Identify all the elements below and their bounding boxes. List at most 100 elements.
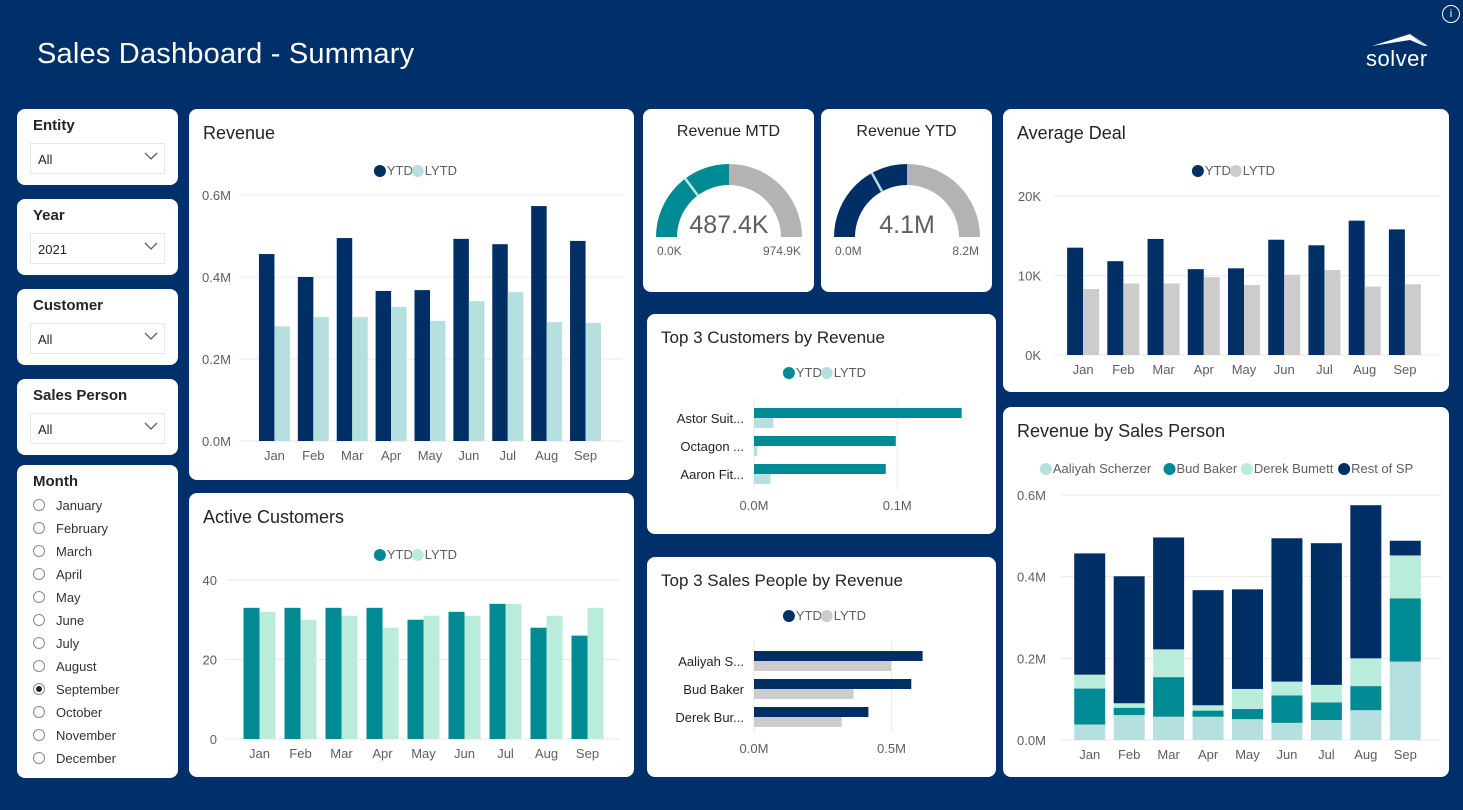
radio-icon[interactable] [33, 752, 45, 764]
x-tick-label: Jul [499, 448, 516, 463]
bar-aaliyah-scherzer [1074, 724, 1106, 740]
bar-rest-of-sp [1192, 590, 1224, 706]
month-option-december[interactable]: December [33, 748, 116, 768]
legend-marker-icon [373, 549, 386, 561]
x-tick-label: Jun [1274, 362, 1295, 377]
radio-icon[interactable] [33, 522, 45, 534]
bar-ytd [754, 436, 896, 446]
top-sales-people-title: Top 3 Sales People by Revenue [661, 571, 903, 590]
radio-icon[interactable] [33, 614, 45, 626]
legend-label: YTD [1205, 163, 1231, 178]
chevron-down-icon [144, 332, 158, 340]
bar-ytd [754, 679, 912, 689]
radio-icon[interactable] [33, 499, 45, 511]
category-label: Astor Suit... [677, 411, 744, 426]
top-customers-title: Top 3 Customers by Revenue [661, 328, 885, 347]
bar-bud-baker [1074, 688, 1106, 725]
gauge-value-arc [656, 164, 729, 237]
x-tick-label: Apr [381, 448, 402, 463]
category-label: Aaliyah S... [678, 654, 744, 669]
average-deal-chart: YTD LYTD 0K 10K 20K Jan Feb Mar Apr May Jun Jul Aug S… [1018, 163, 1441, 377]
chevron-down-icon [144, 422, 158, 430]
legend-marker-icon [782, 610, 795, 622]
logo-mountain-icon [1372, 34, 1428, 46]
customer-dropdown[interactable]: All [30, 323, 165, 354]
bar-rest-of-sp [1074, 553, 1106, 675]
month-option-may[interactable]: May [33, 587, 81, 607]
month-option-label: August [56, 658, 97, 674]
revenue-mtd-card: Revenue MTD 487.4K 0.0K 974.9K [643, 109, 814, 292]
bar-lytd [1203, 277, 1220, 355]
x-tick-label: Jun [458, 448, 479, 463]
customer-slicer-label: Customer [33, 297, 104, 314]
bar-aaliyah-scherzer [1350, 710, 1382, 740]
bar-lytd [352, 317, 368, 441]
radio-icon[interactable] [33, 660, 45, 672]
entity-dropdown[interactable]: All [30, 143, 165, 174]
bar-rest-of-sp [1113, 576, 1145, 704]
x-tick-label: May [1232, 362, 1257, 377]
month-option-september[interactable]: September [33, 679, 120, 699]
x-tick-label: Apr [1194, 362, 1215, 377]
month-option-july[interactable]: July [33, 633, 79, 653]
revenue-ytd-gauge: 4.1M 0.0M 8.2M [834, 164, 980, 258]
x-tick-label: Sep [576, 746, 599, 761]
year-dropdown[interactable]: 2021 [30, 233, 165, 264]
gauge-max-label: 974.9K [763, 244, 801, 258]
radio-icon[interactable] [33, 706, 45, 718]
month-option-january[interactable]: January [33, 495, 102, 515]
radio-icon[interactable] [33, 545, 45, 557]
month-option-march[interactable]: March [33, 541, 92, 561]
legend-marker-icon [820, 367, 833, 379]
gauge-remaining-arc [907, 164, 980, 237]
legend-label: LYTD [425, 163, 457, 178]
customer-dropdown-value: All [38, 332, 53, 347]
x-tick-label: Apr [1198, 747, 1219, 762]
revenue-mtd-gauge: 487.4K 0.0K 974.9K [656, 164, 802, 258]
info-icon[interactable]: i [1442, 5, 1460, 23]
radio-icon[interactable] [33, 568, 45, 580]
gauge-value-arc [834, 164, 907, 237]
radio-icon[interactable] [33, 637, 45, 649]
y-tick-label: 0K [1025, 348, 1041, 363]
month-option-november[interactable]: November [33, 725, 116, 745]
legend-label: Aaliyah Scherzer [1053, 461, 1152, 476]
legend-label: Rest of SP [1351, 461, 1413, 476]
bar-derek-bumett [1389, 555, 1421, 599]
y-tick-label: 0.2M [1017, 651, 1046, 666]
bar-bud-baker [1153, 677, 1185, 717]
month-option-april[interactable]: April [33, 564, 82, 584]
bar-aaliyah-scherzer [1271, 722, 1303, 740]
bar-aaliyah-scherzer [1153, 716, 1185, 740]
top-customers-card: Top 3 Customers by Revenue YTD LYTD 0.0M 0.… [647, 314, 996, 534]
month-option-august[interactable]: August [33, 656, 96, 676]
bar-ytd [375, 290, 392, 441]
month-option-february[interactable]: February [33, 518, 108, 538]
month-option-june[interactable]: June [33, 610, 84, 630]
active-customers-card: Active Customers YTD LYTD 0 20 40 Jan Feb Mar Ap… [189, 493, 634, 777]
bar-lytd [382, 627, 399, 739]
x-tick-label: Mar [330, 746, 353, 761]
sales-person-slicer-label: Sales Person [33, 387, 128, 404]
x-tick-label: Sep [1394, 747, 1417, 762]
x-tick-label: Feb [1118, 747, 1140, 762]
bar-ytd [1268, 239, 1285, 355]
bar-rest-of-sp [1350, 505, 1382, 659]
radio-icon[interactable] [33, 729, 45, 741]
month-option-label: June [56, 612, 85, 628]
radio-selected-icon[interactable] [33, 683, 45, 695]
bar-ytd [1107, 261, 1124, 355]
x-tick-label: 0.5M [877, 741, 906, 756]
month-option-label: September [56, 681, 120, 697]
x-tick-label: 0.1M [883, 498, 912, 513]
bar-ytd [754, 408, 962, 418]
month-option-october[interactable]: October [33, 702, 102, 722]
bar-lytd [300, 619, 317, 739]
radio-icon[interactable] [33, 591, 45, 603]
sales-person-dropdown[interactable]: All [30, 413, 165, 444]
year-slicer-label: Year [33, 207, 65, 224]
x-tick-label: Jan [264, 448, 285, 463]
bar-ytd [258, 254, 275, 441]
revenue-by-sales-person-title: Revenue by Sales Person [1017, 421, 1226, 441]
legend-marker-icon [411, 165, 424, 177]
